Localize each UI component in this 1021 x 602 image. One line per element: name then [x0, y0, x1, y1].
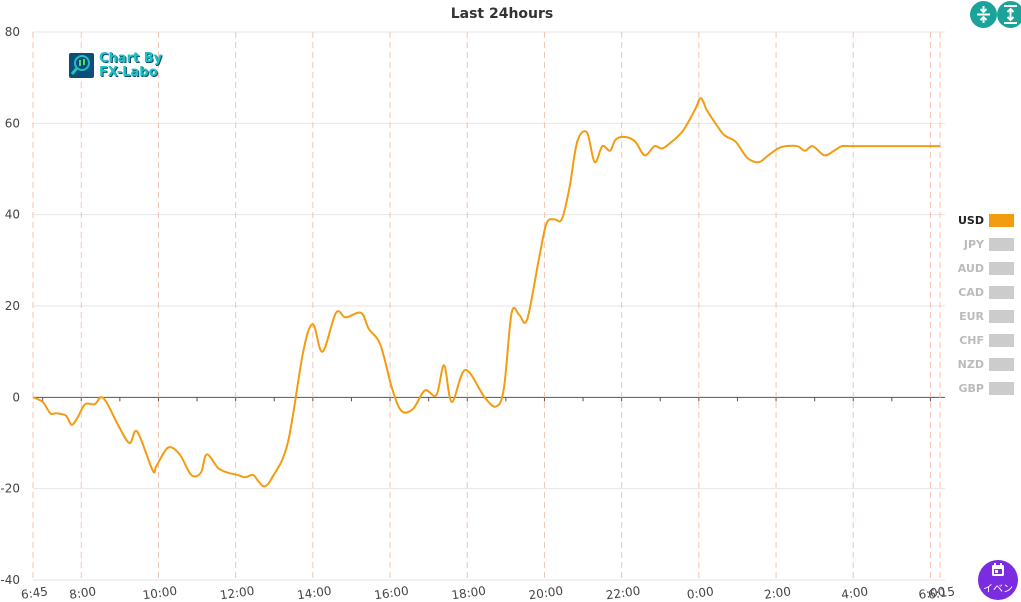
y-tick-label: 40 — [5, 208, 20, 222]
legend-item-chf[interactable]: CHF — [959, 334, 1014, 347]
legend-item-gbp[interactable]: GBP — [959, 382, 1014, 395]
logo-line1: Chart By — [99, 51, 163, 66]
legend-item-usd[interactable]: USD — [958, 214, 1014, 227]
compress-vertical-icon — [977, 6, 990, 23]
expand-vertical-icon — [1004, 5, 1017, 24]
legend-label: JPY — [963, 238, 985, 251]
legend-swatch — [989, 334, 1014, 347]
legend-label: USD — [958, 214, 984, 227]
legend-item-nzd[interactable]: NZD — [958, 358, 1014, 371]
y-tick-label: 80 — [5, 25, 20, 39]
legend-label: CAD — [958, 286, 984, 299]
series-layer — [32, 97, 941, 488]
x-tick-label: 16:00 — [373, 584, 409, 602]
x-tick-label: 18:00 — [451, 584, 487, 602]
legend-swatch — [989, 382, 1014, 395]
legend-label: NZD — [958, 358, 984, 371]
legend-swatch — [989, 358, 1014, 371]
legend-item-jpy[interactable]: JPY — [963, 238, 1014, 251]
compress-vertical-button[interactable] — [970, 1, 997, 28]
series-line-usd — [32, 97, 941, 488]
time-gridlines — [32, 32, 941, 580]
legend-swatch — [989, 310, 1014, 323]
legend-item-aud[interactable]: AUD — [958, 262, 1014, 275]
x-tick-label: 20:00 — [528, 584, 564, 602]
legend-swatch — [989, 214, 1014, 227]
x-tick-label: 6:15 — [927, 584, 956, 602]
logo-line2: FX-Labo — [99, 65, 158, 80]
event-label: イベン — [983, 584, 1013, 595]
axes: -40 -20 0 20 40 60 80 6:45 8:00 10:00 12:00 14:00 16… — [0, 25, 955, 602]
legend-swatch — [989, 238, 1014, 251]
grid-layer — [33, 31, 945, 581]
y-tick-label: -40 — [0, 573, 20, 587]
legend-swatch — [989, 262, 1014, 275]
legend-label: AUD — [958, 262, 984, 275]
logo-text: Chart By FX-Labo — [99, 52, 162, 80]
x-tick-label: 22:00 — [605, 584, 641, 602]
y-tick-label: 0 — [12, 390, 20, 404]
legend[interactable]: USD JPY AUD CAD EUR CHF NZD GBP — [958, 214, 1014, 395]
event-calendar-button[interactable]: イベン — [978, 560, 1018, 600]
y-tick-label: -20 — [0, 482, 20, 496]
x-tick-label: 8:00 — [68, 584, 97, 602]
x-tick-label: 10:00 — [142, 584, 178, 602]
expand-vertical-button[interactable] — [997, 1, 1021, 28]
y-tick-label: 60 — [5, 116, 20, 130]
chart-title: Last 24hours — [451, 6, 554, 22]
fx-labo-logo: Chart By FX-Labo — [69, 52, 169, 84]
logo-chart-icon — [69, 53, 94, 78]
legend-label: GBP — [959, 382, 984, 395]
legend-label: EUR — [959, 310, 984, 323]
y-tick-label: 20 — [5, 299, 20, 313]
legend-item-eur[interactable]: EUR — [959, 310, 1014, 323]
x-tick-label: 14:00 — [296, 584, 332, 602]
x-tick-label: 6:00 — [918, 584, 947, 602]
x-tick-label: 2:00 — [763, 584, 792, 602]
x-tick-label: 12:00 — [219, 584, 255, 602]
x-tick-label: 6:45 — [20, 584, 49, 602]
x-tick-label: 0:00 — [686, 584, 715, 602]
calendar-icon — [992, 563, 1004, 576]
x-tick-label: 4:00 — [840, 584, 869, 602]
legend-swatch — [989, 286, 1014, 299]
legend-label: CHF — [959, 334, 984, 347]
legend-item-cad[interactable]: CAD — [958, 286, 1014, 299]
